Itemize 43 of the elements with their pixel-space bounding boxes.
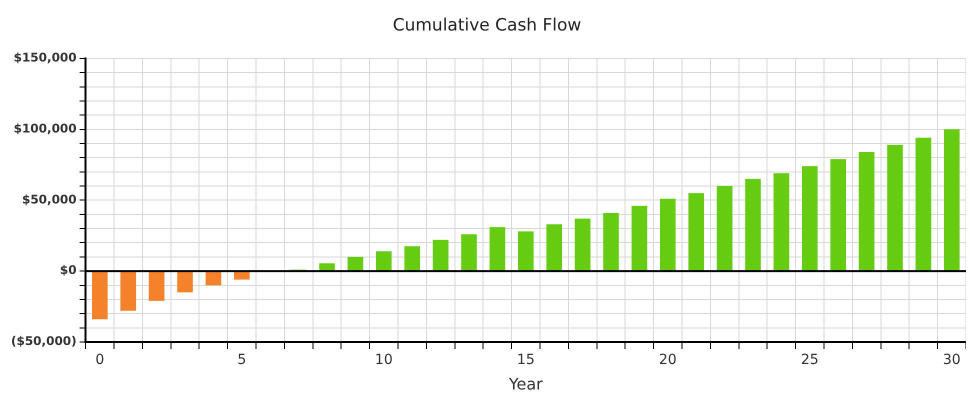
x-tick-label: 20: [658, 352, 677, 368]
bar: [858, 152, 874, 271]
x-tick-label: 25: [800, 352, 819, 368]
x-tick-label: 15: [516, 352, 535, 368]
bar: [774, 173, 790, 271]
bar: [148, 272, 164, 301]
x-tick-label: 5: [237, 352, 246, 368]
bar: [887, 144, 903, 271]
x-tick-label: 30: [942, 352, 961, 368]
bar: [319, 263, 335, 271]
bar: [632, 206, 648, 271]
bar: [546, 224, 562, 271]
bar: [461, 234, 477, 271]
x-tick-label: 10: [374, 352, 393, 368]
bar: [830, 159, 846, 271]
y-tick-label: $50,000: [22, 192, 77, 206]
bar: [574, 218, 590, 271]
bar: [688, 193, 704, 271]
bar: [944, 129, 960, 271]
y-tick-label: ($50,000): [11, 334, 77, 348]
y-tick-label: $100,000: [14, 121, 77, 136]
bar: [206, 272, 222, 286]
bar: [404, 246, 420, 271]
bar: [802, 166, 818, 271]
bar: [376, 251, 392, 271]
bar: [177, 272, 193, 292]
y-tick-label: $150,000: [14, 50, 77, 65]
x-tick-label: 0: [95, 352, 104, 368]
bar: [660, 198, 676, 271]
bar: [432, 240, 448, 271]
bar: [518, 231, 534, 271]
bar: [490, 227, 506, 271]
chart-title: Cumulative Cash Flow: [392, 16, 582, 36]
bar: [745, 178, 761, 271]
bar: [348, 256, 364, 271]
bar: [716, 186, 732, 271]
x-axis-title: Year: [508, 374, 544, 394]
bar: [120, 272, 136, 311]
y-tick-label: $0: [60, 263, 77, 278]
bar: [234, 272, 250, 280]
bar: [92, 272, 108, 320]
bar: [603, 212, 619, 271]
bar: [916, 138, 932, 271]
